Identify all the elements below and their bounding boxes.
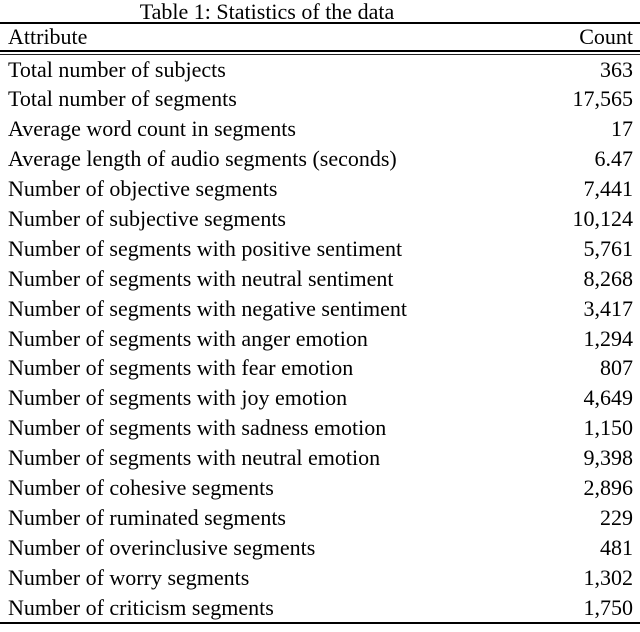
table-caption: Table 1: Statistics of the data <box>139 0 395 24</box>
table-row: Number of segments with neutral emotion … <box>0 443 640 473</box>
row-count: 1,294 <box>583 325 634 351</box>
row-count: 1,302 <box>583 564 634 590</box>
row-attribute: Number of objective segments <box>8 176 278 202</box>
row-count: 4,649 <box>583 385 634 411</box>
table-row: Number of segments with sadness emotion … <box>0 413 640 443</box>
row-attribute: Total number of subjects <box>8 56 226 82</box>
row-count: 8,268 <box>583 265 634 291</box>
table-row: Number of overinclusive segments 481 <box>0 533 640 563</box>
row-attribute: Number of segments with fear emotion <box>8 355 354 381</box>
table-row: Number of cohesive segments 2,896 <box>0 473 640 503</box>
table-header-row: Attribute Count <box>0 24 640 50</box>
table-row: Number of segments with neutral sentimen… <box>0 264 640 294</box>
header-divider-rule <box>0 49 640 55</box>
row-attribute: Number of segments with sadness emotion <box>8 415 387 441</box>
row-attribute: Number of segments with neutral sentimen… <box>8 265 394 291</box>
table-body: Total number of subjects 363 Total numbe… <box>0 55 640 623</box>
table-row: Number of segments with negative sentime… <box>0 294 640 324</box>
row-count: 5,761 <box>583 235 634 261</box>
table-row: Number of ruminated segments 229 <box>0 503 640 533</box>
row-count: 2,896 <box>583 474 634 500</box>
row-count: 17 <box>611 116 633 142</box>
row-attribute: Number of segments with positive sentime… <box>8 235 403 261</box>
table-row: Number of segments with joy emotion 4,64… <box>0 383 640 413</box>
table-row: Number of segments with anger emotion 1,… <box>0 324 640 354</box>
row-attribute: Average length of audio segments (second… <box>8 146 397 172</box>
table-row: Number of subjective segments 10,124 <box>0 204 640 234</box>
row-attribute: Number of segments with negative sentime… <box>8 295 407 321</box>
row-count: 229 <box>600 504 633 530</box>
table-row: Number of criticism segments 1,750 <box>0 593 640 623</box>
table-row: Average word count in segments 17 <box>0 114 640 144</box>
row-count: 6.47 <box>594 146 634 172</box>
table-bottom-rule <box>0 622 640 625</box>
row-attribute: Number of cohesive segments <box>8 474 274 500</box>
row-attribute: Average word count in segments <box>8 116 296 142</box>
row-count: 7,441 <box>583 176 634 202</box>
row-attribute: Number of segments with neutral emotion <box>8 445 381 471</box>
column-header-count: Count <box>579 24 633 49</box>
table-row: Number of objective segments 7,441 <box>0 174 640 204</box>
table-row: Total number of segments 17,565 <box>0 84 640 114</box>
row-count: 481 <box>600 534 633 560</box>
row-count: 1,150 <box>583 415 634 441</box>
table-row: Average length of audio segments (second… <box>0 144 640 174</box>
row-attribute: Number of subjective segments <box>8 205 286 231</box>
table-row: Total number of subjects 363 <box>0 55 640 85</box>
table-row: Number of segments with fear emotion 807 <box>0 353 640 383</box>
row-count: 1,750 <box>583 594 634 620</box>
row-attribute: Number of worry segments <box>8 564 250 590</box>
row-count: 9,398 <box>583 445 634 471</box>
row-attribute: Total number of segments <box>8 86 237 112</box>
column-header-attribute: Attribute <box>8 24 88 49</box>
row-attribute: Number of segments with anger emotion <box>8 325 368 351</box>
table-top-rule <box>0 22 640 24</box>
table-row: Number of worry segments 1,302 <box>0 563 640 593</box>
row-count: 807 <box>600 355 633 381</box>
row-count: 17,565 <box>572 86 634 112</box>
row-count: 363 <box>600 56 633 82</box>
row-count: 3,417 <box>583 295 634 321</box>
row-attribute: Number of criticism segments <box>8 594 274 620</box>
row-attribute: Number of overinclusive segments <box>8 534 316 560</box>
row-attribute: Number of ruminated segments <box>8 504 286 530</box>
row-count: 10,124 <box>572 205 634 231</box>
table-row: Number of segments with positive sentime… <box>0 234 640 264</box>
row-attribute: Number of segments with joy emotion <box>8 385 348 411</box>
